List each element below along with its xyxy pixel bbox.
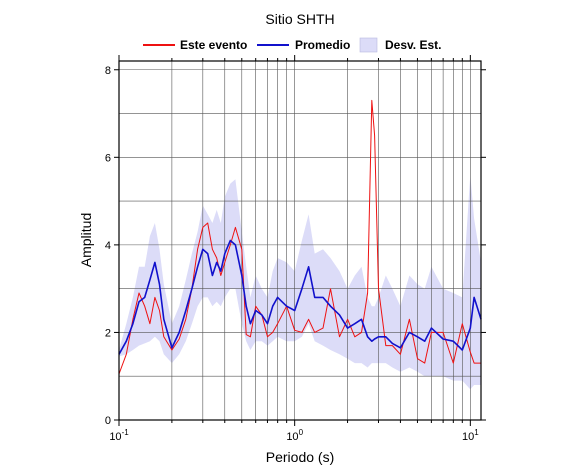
x-tick-label: 100 (286, 428, 303, 443)
x-tick-label: 101 (462, 428, 479, 443)
series-line-este-evento (118, 99, 481, 375)
std-band-layer (119, 174, 481, 390)
grid (118, 61, 481, 420)
legend-label-este-evento: Este evento (180, 38, 247, 52)
y-tick-label: 6 (105, 152, 111, 164)
y-tick-label: 2 (105, 327, 111, 339)
std-band-area (119, 174, 481, 390)
legend-label-promedio: Promedio (295, 38, 350, 52)
y-tick-label: 4 (105, 240, 111, 252)
y-tick-label: 8 (105, 65, 111, 77)
plot-frame (118, 60, 482, 421)
series-lines (118, 99, 482, 375)
series-line-promedio (118, 239, 482, 355)
x-axis-label: Periodo (s) (266, 449, 334, 465)
legend-swatch-desv-est (359, 37, 378, 53)
legend-label-desv-est: Desv. Est. (385, 38, 441, 52)
y-tick-label: 0 (105, 415, 111, 427)
axes: 0 2 4 6 8 10-1 100 101 (105, 55, 486, 443)
legend: Este evento Promedio Desv. Est. (143, 37, 441, 53)
y-axis-label: Amplitud (78, 213, 94, 267)
chart-title: Sitio SHTH (265, 11, 334, 27)
x-tick-label: 10-1 (109, 428, 129, 443)
